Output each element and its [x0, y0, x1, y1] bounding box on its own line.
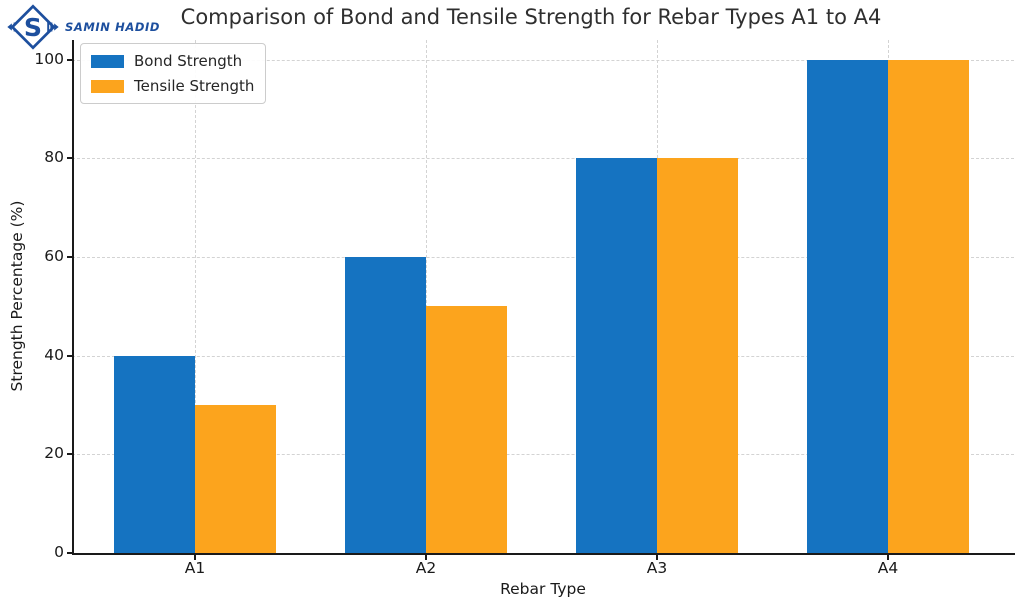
bar-tensile-strength-a1 — [195, 405, 276, 553]
legend-item: Tensile Strength — [91, 77, 254, 95]
svg-text:S: S — [24, 13, 42, 42]
y-tick-label: 60 — [44, 247, 64, 266]
bar-bond-strength-a3 — [576, 158, 657, 553]
gridline-vertical — [426, 40, 427, 553]
gridline-horizontal — [72, 158, 1014, 160]
brand-name: SAMIN HADID — [65, 20, 161, 34]
gridline-horizontal — [72, 454, 1014, 456]
x-tick-label: A4 — [877, 559, 899, 577]
bar-bond-strength-a1 — [114, 355, 195, 553]
y-tick-label: 20 — [44, 444, 64, 463]
legend-label: Tensile Strength — [134, 77, 255, 95]
y-tick-label: 80 — [44, 148, 64, 167]
samin-hadid-logo-icon: S — [7, 4, 59, 50]
legend-swatch — [91, 54, 124, 68]
bar-tensile-strength-a4 — [888, 59, 969, 553]
legend: Bond Strength Tensile Strength — [80, 43, 267, 104]
y-tick-mark — [67, 552, 72, 554]
gridline-horizontal — [72, 257, 1014, 259]
y-tick-mark — [67, 256, 72, 259]
bar-tensile-strength-a2 — [426, 306, 507, 553]
x-tick-mark — [887, 555, 889, 560]
y-tick-label: 100 — [34, 49, 64, 68]
y-tick-mark — [67, 453, 72, 456]
bar-bond-strength-a2 — [345, 257, 426, 553]
bar-tensile-strength-a3 — [657, 158, 738, 553]
gridline-horizontal — [72, 355, 1014, 357]
gridline-horizontal — [72, 59, 1014, 61]
legend-label: Bond Strength — [134, 52, 243, 70]
x-tick-label: A3 — [646, 559, 668, 577]
y-tick-mark — [67, 58, 72, 61]
y-tick-mark — [67, 354, 72, 357]
legend-swatch — [91, 79, 124, 93]
gridline-vertical — [195, 40, 196, 553]
x-tick-mark — [656, 555, 658, 560]
x-tick-label: A2 — [415, 559, 437, 577]
logo: S SAMIN HADID — [6, 2, 160, 52]
y-tick-label: 0 — [54, 543, 64, 562]
x-tick-label: A1 — [184, 559, 206, 577]
x-axis-spine — [72, 553, 1015, 555]
chart-title: Comparison of Bond and Tensile Strength … — [180, 5, 882, 29]
y-tick-mark — [67, 157, 72, 160]
y-axis-spine — [72, 40, 74, 555]
x-tick-mark — [194, 555, 196, 560]
y-tick-label: 40 — [44, 345, 64, 364]
bar-bond-strength-a4 — [807, 59, 888, 553]
x-axis-label: Rebar Type — [500, 580, 586, 598]
legend-item: Bond Strength — [91, 52, 254, 70]
x-tick-mark — [425, 555, 427, 560]
